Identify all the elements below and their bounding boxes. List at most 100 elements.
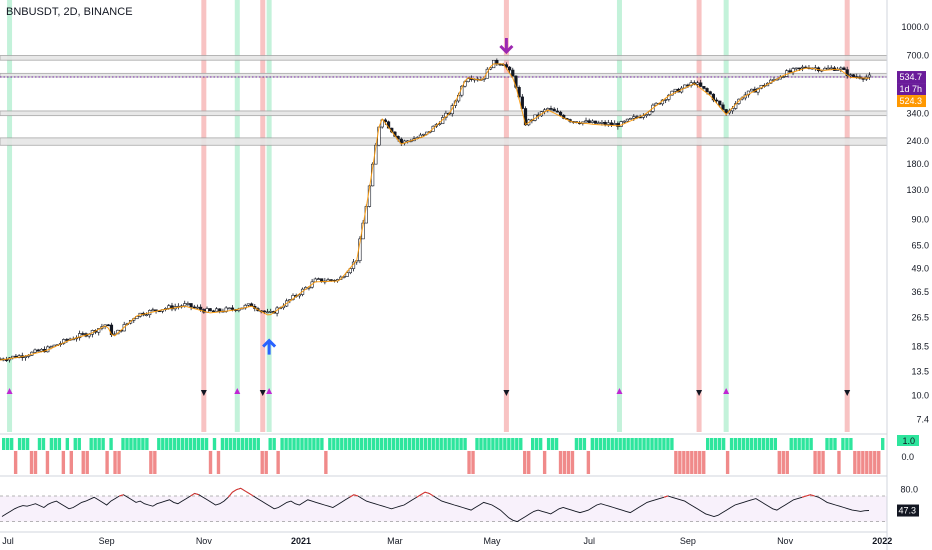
rsi-overbought-segment xyxy=(801,495,807,498)
hist-bar-bear xyxy=(686,451,690,474)
hist-bar-bull xyxy=(280,438,284,450)
hist-bar-bull xyxy=(248,438,252,450)
hist-bar-bull xyxy=(256,438,260,450)
hist-bar-bull xyxy=(352,438,356,450)
hist-bar-bull xyxy=(610,438,614,450)
hist-bar-bull xyxy=(411,438,416,450)
rsi-overbought-segment xyxy=(194,492,200,496)
hist-bar-bull xyxy=(423,438,427,450)
hist-bar-bear xyxy=(873,451,877,474)
hist-bar-bull xyxy=(5,438,10,450)
hist-bar-bull xyxy=(503,438,507,450)
hist-bar-bear xyxy=(13,451,18,474)
hist-bar-bear xyxy=(698,451,702,474)
rsi-overbought-segment xyxy=(227,491,233,498)
hist-bar-bull xyxy=(447,438,451,450)
hist-bar-bull xyxy=(427,438,431,450)
time-axis[interactable]: Jul Sep Nov 2021 Mar May Jul Sep Nov 2022 xyxy=(2,536,892,546)
hist-bar-bull xyxy=(511,438,515,450)
price-tag-label: 534.7 xyxy=(899,72,922,82)
candle-body xyxy=(600,121,604,124)
hist-bar-bull xyxy=(284,438,288,450)
signal-bands xyxy=(7,0,850,432)
candle-body xyxy=(590,120,594,123)
candle-body xyxy=(345,272,349,277)
rsi-overbought-segment xyxy=(353,494,359,497)
candle-body xyxy=(549,108,553,110)
hist-bar-bull xyxy=(531,438,535,450)
hist-bar-bull xyxy=(236,438,241,450)
hist-bar-bull xyxy=(805,438,809,450)
hist-bar-bull xyxy=(706,438,710,450)
hist-bar-bull xyxy=(129,438,133,450)
hist-bar-bull xyxy=(2,438,6,450)
hist-bar-bear xyxy=(69,451,73,474)
hist-bar-bull xyxy=(371,438,376,450)
hist-bar-bull xyxy=(845,438,849,450)
bear-signal-band xyxy=(260,0,266,432)
candle-body xyxy=(867,74,872,78)
hist-bar-bull xyxy=(662,438,666,450)
hist-bar-bear xyxy=(857,451,861,474)
hist-bar-bear xyxy=(694,451,698,474)
candle-body xyxy=(826,67,830,70)
rsi-overbought-segment xyxy=(119,494,124,497)
candle-body xyxy=(708,91,712,95)
candle-body xyxy=(724,109,728,114)
hist-bar-bull xyxy=(622,438,626,450)
candle-body xyxy=(189,303,193,308)
candle-body xyxy=(186,303,190,305)
sell-arrow-icon xyxy=(499,38,514,55)
hist-bar-bear xyxy=(467,451,471,474)
candle-body xyxy=(466,78,470,83)
hist-bar-bear xyxy=(725,451,730,474)
hist-bar-bull xyxy=(833,438,837,450)
hist-bar-bull xyxy=(220,438,225,450)
time-tick-label: May xyxy=(484,536,502,546)
hist-bar-bull xyxy=(288,438,292,450)
rsi-overbought-segment xyxy=(248,493,254,497)
hist-bar-bull xyxy=(137,438,141,450)
hist-bar-bear xyxy=(865,451,869,474)
hist-bar-bull xyxy=(240,438,245,450)
candle-body xyxy=(208,308,212,312)
hist-bar-bull xyxy=(733,438,738,450)
bull-signal-band xyxy=(616,0,622,432)
rsi-band xyxy=(0,496,887,522)
rsi-overbought-segment xyxy=(810,494,815,497)
rsi-overbought-segment xyxy=(424,491,430,494)
hist-bar-bull xyxy=(196,438,201,450)
hist-bar-bull xyxy=(789,438,793,450)
bear-triangle-marker xyxy=(259,390,266,396)
hist-bar-bull xyxy=(180,438,185,450)
candle-body xyxy=(199,306,203,310)
candle-body xyxy=(616,123,620,127)
hist-bar-bear xyxy=(45,451,50,474)
chart-title: BNBUSDT, 2D, BINANCE xyxy=(6,6,133,18)
hist-bar-bull xyxy=(626,438,630,450)
hist-bar-bull xyxy=(228,438,233,450)
hist-bar-bear xyxy=(821,451,825,474)
hist-bar-bull xyxy=(554,438,559,450)
candle-body xyxy=(326,279,330,282)
hist-bar-bull xyxy=(268,438,272,450)
hist-bar-bull xyxy=(395,438,400,450)
hist-bar-bull xyxy=(344,438,348,450)
price-tag-label: 524.3 xyxy=(899,96,922,106)
hist-bar-bull xyxy=(320,438,324,450)
hist-bar-bull xyxy=(308,438,312,450)
hist-bar-bull xyxy=(252,438,256,450)
candle-body xyxy=(845,69,849,77)
time-tick-label: Jul xyxy=(583,536,595,546)
hist-bar-bull xyxy=(97,438,101,450)
moving-average-line xyxy=(0,63,870,361)
hist-bar-bull xyxy=(169,438,173,450)
candle-body xyxy=(348,268,352,274)
hist-bar-bull xyxy=(499,438,503,450)
price-candles[interactable] xyxy=(0,58,872,363)
hist-bar-bull xyxy=(316,438,320,450)
hist-bar-bull xyxy=(598,438,602,450)
hist-bar-bull xyxy=(737,438,742,450)
